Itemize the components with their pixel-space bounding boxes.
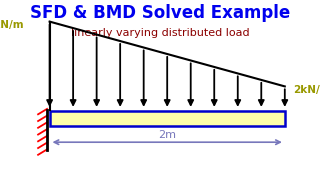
Text: 5kN/m: 5kN/m xyxy=(0,20,24,30)
Text: 2m: 2m xyxy=(158,130,176,140)
Bar xyxy=(50,111,285,126)
Text: linearly varying distributed load: linearly varying distributed load xyxy=(71,28,249,38)
Text: SFD & BMD Solved Example: SFD & BMD Solved Example xyxy=(30,4,290,22)
Text: 2kN/m: 2kN/m xyxy=(293,85,320,95)
